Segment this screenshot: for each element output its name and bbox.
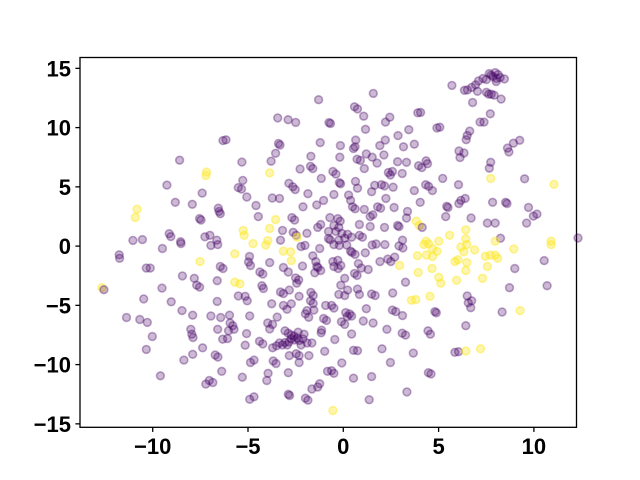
svg-text:−10: −10	[34, 353, 71, 378]
svg-text:5: 5	[432, 434, 444, 459]
svg-text:10: 10	[47, 116, 71, 141]
svg-text:15: 15	[47, 56, 71, 81]
svg-text:5: 5	[59, 175, 71, 200]
svg-text:−10: −10	[134, 434, 171, 459]
svg-text:0: 0	[59, 234, 71, 259]
svg-text:0: 0	[337, 434, 349, 459]
svg-text:−5: −5	[235, 434, 260, 459]
svg-text:−15: −15	[34, 412, 71, 437]
svg-text:−5: −5	[46, 293, 71, 318]
svg-text:10: 10	[522, 434, 546, 459]
